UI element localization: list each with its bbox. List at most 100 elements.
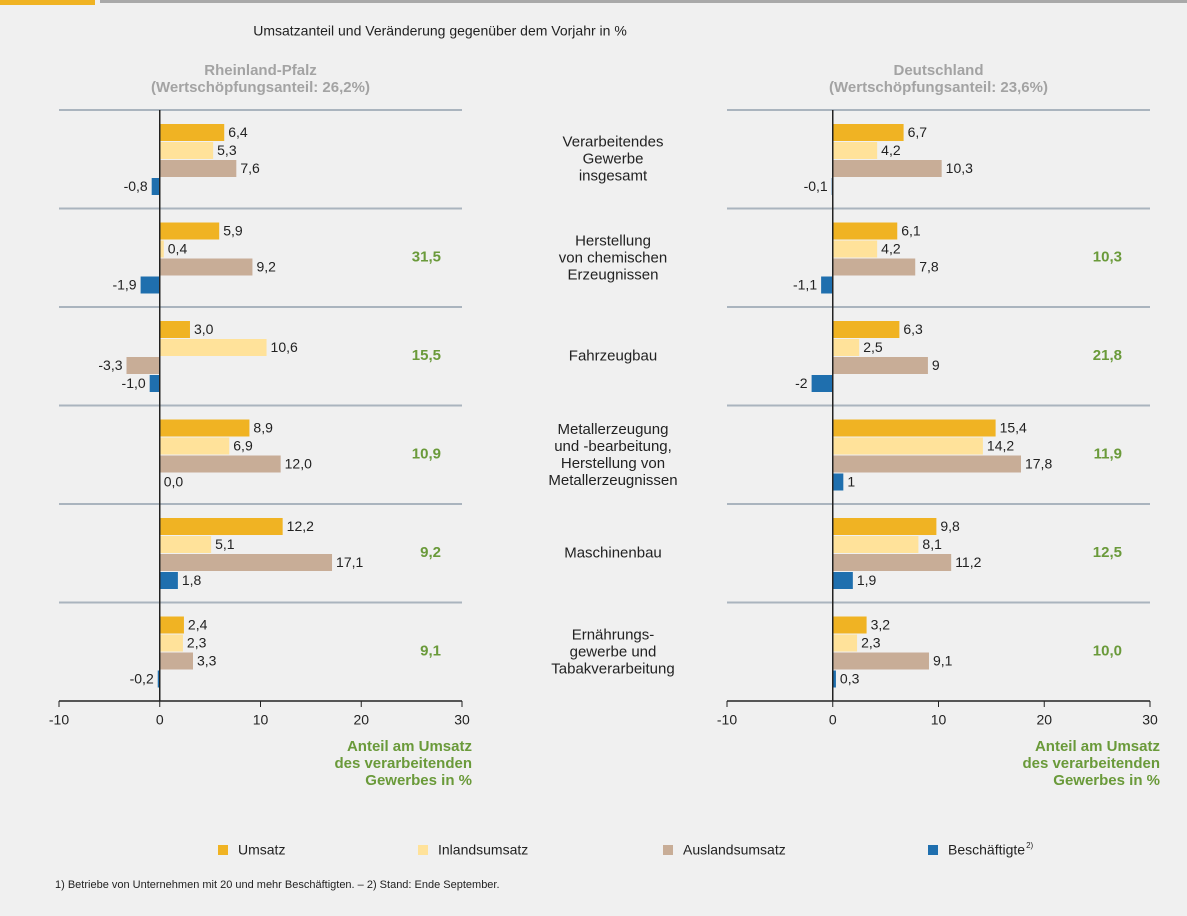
category-label: Herstellung von chemischen Erzeugnissen — [558, 232, 668, 284]
bar — [159, 518, 283, 535]
share-label: 31,5 — [412, 249, 441, 266]
value-label: 5,1 — [215, 536, 235, 552]
bar — [159, 339, 267, 356]
bar — [159, 536, 212, 553]
value-label: 6,7 — [908, 124, 928, 140]
value-label: 9,1 — [933, 653, 953, 669]
bar — [159, 616, 184, 634]
value-label: 7,6 — [240, 160, 260, 176]
value-label: -0,1 — [804, 178, 828, 194]
legend-swatch — [928, 845, 938, 855]
category-label: Fahrzeugbau — [568, 347, 658, 365]
value-label: -2 — [795, 375, 808, 391]
value-label: 2,3 — [187, 635, 207, 651]
value-label: -1,1 — [793, 277, 817, 293]
value-label: 9,8 — [940, 518, 960, 534]
x-tick-label: 30 — [454, 712, 470, 728]
bar — [832, 670, 836, 688]
x-tick-label: 0 — [829, 712, 837, 728]
value-label: -0,2 — [130, 671, 154, 687]
value-label: 15,4 — [1000, 420, 1027, 436]
legend-label: Auslandsumsatz — [683, 842, 786, 858]
legend-note: 2) — [1026, 841, 1033, 850]
value-label: 5,9 — [223, 223, 243, 239]
share-label: 21,8 — [1093, 347, 1122, 364]
x-tick-label: -10 — [717, 712, 737, 728]
value-label: 0,4 — [168, 241, 188, 257]
x-tick-label: 0 — [156, 712, 164, 728]
bar — [159, 437, 230, 455]
value-label: -0,8 — [124, 178, 148, 194]
value-label: 1,8 — [182, 572, 202, 588]
category-label: Verarbeitendes Gewerbe insgesamt — [562, 133, 664, 185]
bar — [832, 419, 996, 437]
bar — [832, 518, 937, 535]
bar — [832, 258, 916, 276]
top-accent — [0, 0, 95, 5]
bar — [159, 240, 164, 258]
bar — [159, 634, 183, 652]
value-label: 0,3 — [840, 671, 860, 687]
x-tick-label: 10 — [931, 712, 947, 728]
legend-swatch — [663, 845, 673, 855]
value-label: 14,2 — [987, 438, 1014, 454]
bar — [832, 222, 898, 240]
axis-label: Anteil am Umsatz des verarbeitenden Gewe… — [334, 738, 472, 789]
value-label: 3,2 — [871, 617, 891, 633]
value-label: 6,9 — [233, 438, 253, 454]
bar — [821, 276, 833, 294]
bar — [832, 473, 844, 491]
category-label: Maschinenbau — [564, 544, 662, 562]
value-label: -1,0 — [122, 375, 146, 391]
bar — [832, 321, 900, 338]
legend-label: Umsatz — [238, 842, 285, 858]
value-label: 6,4 — [228, 124, 248, 140]
value-label: 2,5 — [863, 339, 883, 355]
share-label: 9,2 — [420, 544, 441, 561]
bar — [159, 160, 237, 177]
bar — [159, 124, 225, 141]
value-label: 4,2 — [881, 241, 901, 257]
axis-label: Anteil am Umsatz des verarbeitenden Gewe… — [1022, 738, 1160, 789]
bar — [149, 375, 160, 392]
top-rule — [100, 0, 1187, 3]
value-label: -3,3 — [98, 357, 122, 373]
bar — [151, 178, 160, 195]
share-label: 11,9 — [1094, 446, 1122, 463]
bar — [159, 572, 178, 589]
bar — [832, 652, 929, 670]
value-label: 2,3 — [861, 635, 881, 651]
value-label: 10,3 — [946, 160, 973, 176]
x-tick-label: 30 — [1142, 712, 1158, 728]
value-label: 1 — [847, 474, 855, 490]
bar — [159, 142, 214, 159]
footnote: 1) Betriebe von Unternehmen mit 20 und m… — [55, 879, 500, 891]
bar — [811, 375, 833, 392]
value-label: 0,0 — [164, 474, 184, 490]
panel-subtitle: Rheinland-Pfalz (Wertschöpfungsanteil: 2… — [151, 62, 370, 96]
bar — [140, 276, 160, 294]
bar — [159, 419, 250, 437]
bar — [126, 357, 160, 374]
share-label: 9,1 — [420, 643, 441, 660]
share-label: 15,5 — [412, 347, 441, 364]
x-tick-label: 10 — [253, 712, 269, 728]
bar — [159, 652, 193, 670]
share-label: 10,0 — [1093, 643, 1122, 660]
value-label: 17,1 — [336, 554, 363, 570]
bar — [157, 670, 160, 688]
x-tick-label: 20 — [353, 712, 369, 728]
value-label: 1,9 — [857, 572, 877, 588]
bar — [159, 455, 281, 473]
value-label: 11,2 — [955, 554, 981, 570]
bar — [832, 339, 860, 356]
value-label: 6,3 — [903, 321, 923, 337]
value-label: -1,9 — [112, 277, 136, 293]
value-label: 2,4 — [188, 617, 208, 633]
bar — [832, 634, 858, 652]
value-label: 7,8 — [919, 259, 939, 275]
bar — [832, 455, 1021, 473]
category-label: Metallerzeugung und -bearbeitung, Herste… — [548, 420, 678, 489]
value-label: 3,3 — [197, 653, 217, 669]
